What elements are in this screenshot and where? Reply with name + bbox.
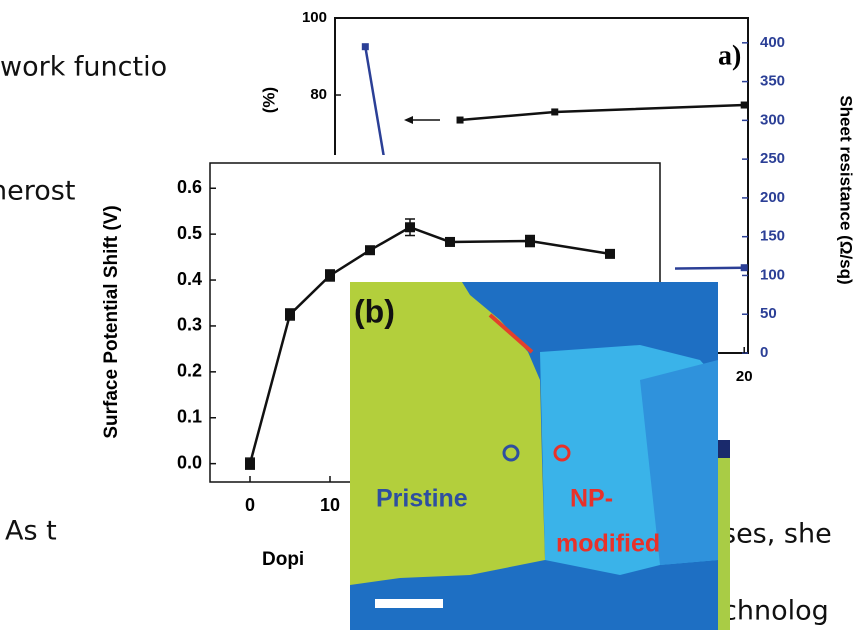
y2-tick-label: 400 xyxy=(760,34,785,51)
x-axis-label: Dopi xyxy=(262,549,304,570)
y2-axis-label: Sheet resistance (Ω/sq) xyxy=(837,95,856,284)
data-point xyxy=(525,236,535,246)
data-point xyxy=(457,117,464,124)
y2-tick-label: 0 xyxy=(760,344,768,361)
slide-text: work functio xyxy=(0,52,167,83)
y2-tick-label: 250 xyxy=(760,150,785,167)
y2-tick-label: 300 xyxy=(760,111,785,128)
y-tick-label: 0.6 xyxy=(177,177,202,197)
panel-label: a) xyxy=(718,40,741,71)
slide: work functio herost As t ses, she chnolo… xyxy=(0,0,859,630)
data-point xyxy=(325,270,335,280)
label-modified: modified xyxy=(556,530,660,558)
data-point xyxy=(445,237,455,247)
y2-tick-label: 350 xyxy=(760,73,785,90)
data-point xyxy=(285,309,295,319)
data-point xyxy=(551,108,558,115)
y-tick-label: 0.1 xyxy=(177,406,202,426)
slide-text: ses, she xyxy=(722,519,832,550)
map-image: (b) Pristine NP- modified xyxy=(350,282,730,630)
y-tick-label: 80 xyxy=(310,86,327,103)
color-bar xyxy=(718,440,730,630)
data-point xyxy=(605,249,615,259)
data-point xyxy=(741,264,748,271)
y2-tick-label: 100 xyxy=(760,266,785,283)
y-tick-label: 0.3 xyxy=(177,315,202,335)
page: {"slide_text": ["work functio", "herost"… xyxy=(0,0,859,630)
y-tick-label: 0.0 xyxy=(177,452,202,472)
slide-text: herost xyxy=(0,176,75,207)
data-point xyxy=(405,222,415,232)
y2-tick-label: 200 xyxy=(760,189,785,206)
x-tick-label: 0 xyxy=(245,495,255,515)
data-point xyxy=(245,459,255,469)
label-pristine: Pristine xyxy=(376,485,468,513)
y-axis-label: Surface Potential Shift (V) xyxy=(101,205,122,438)
x-tick-label: 10 xyxy=(320,495,340,515)
slide-text: As t xyxy=(5,516,57,547)
y-axis-label: (%) xyxy=(259,87,278,113)
y-tick-label: 0.4 xyxy=(177,269,202,289)
scale-bar xyxy=(375,599,443,608)
y-tick-label: 100 xyxy=(302,9,327,26)
label-np: NP- xyxy=(570,485,613,513)
y-tick-label: 0.2 xyxy=(177,361,202,381)
y2-tick-label: 50 xyxy=(760,305,777,322)
color-bar-top xyxy=(718,440,730,458)
data-point xyxy=(365,245,375,255)
x-tick-label: 20 xyxy=(736,368,753,385)
data-point xyxy=(741,102,748,109)
panel-label: (b) xyxy=(354,293,395,329)
data-point xyxy=(362,43,369,50)
y-tick-label: 0.5 xyxy=(177,223,202,243)
slide-text: chnolog xyxy=(722,596,829,627)
y2-tick-label: 150 xyxy=(760,228,785,245)
